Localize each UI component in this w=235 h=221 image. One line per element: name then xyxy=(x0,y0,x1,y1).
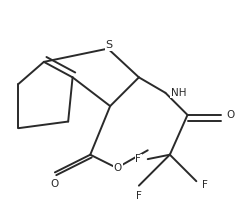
Text: O: O xyxy=(114,163,122,173)
Text: O: O xyxy=(226,110,235,120)
Text: NH: NH xyxy=(171,88,186,98)
Text: O: O xyxy=(51,179,59,189)
Text: F: F xyxy=(136,191,142,201)
Text: S: S xyxy=(106,40,113,50)
Text: F: F xyxy=(135,154,141,164)
Text: F: F xyxy=(202,179,208,190)
